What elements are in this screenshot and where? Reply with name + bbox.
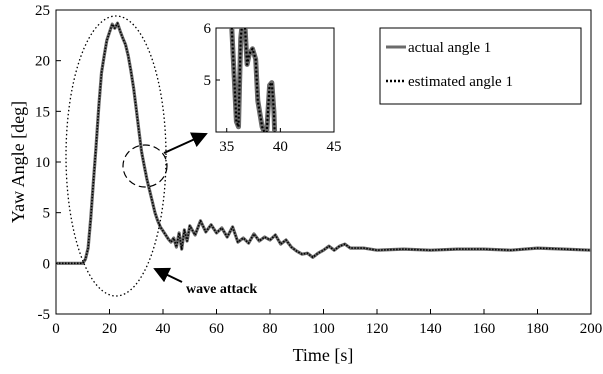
y-tick-label: 20 xyxy=(35,54,50,70)
y-tick-label: -5 xyxy=(38,307,51,323)
x-tick-label: 20 xyxy=(102,321,117,337)
legend: actual angle 1 estimated angle 1 xyxy=(379,27,582,105)
x-tick-label: 200 xyxy=(580,321,603,337)
series-line-estimated xyxy=(56,22,592,265)
legend-label-actual: actual angle 1 xyxy=(408,40,491,56)
inset-x-tick-label: 40 xyxy=(273,139,288,155)
x-tick-label: 100 xyxy=(312,321,335,337)
inset-ticks: 35 40 45 5 6 xyxy=(204,21,342,155)
x-tick-label: 160 xyxy=(473,321,496,337)
x-tick-label: 120 xyxy=(366,321,389,337)
y-tick-label: 25 xyxy=(35,3,50,19)
wave-attack-label: wave attack xyxy=(186,282,257,297)
inset-y-tick-label: 6 xyxy=(204,21,212,37)
inset-series xyxy=(229,28,278,132)
x-tick-label: 180 xyxy=(526,321,549,337)
y-tick-label: 5 xyxy=(43,206,51,222)
y-tick-label: 10 xyxy=(35,155,50,171)
inset-x-tick-label: 35 xyxy=(219,139,234,155)
y-tick-label: 15 xyxy=(35,104,50,120)
x-axis-label: Time [s] xyxy=(293,345,354,365)
y-ticks: -5 0 5 10 15 20 25 xyxy=(35,3,61,323)
inset-plot: 35 40 45 5 6 xyxy=(204,21,342,155)
y-tick-label: 0 xyxy=(43,256,51,272)
wave-attack-arrow xyxy=(153,267,183,283)
x-tick-label: 80 xyxy=(263,321,278,337)
x-tick-label: 60 xyxy=(209,321,224,337)
y-axis-label: Yaw Angle [deg] xyxy=(8,101,28,223)
x-tick-label: 0 xyxy=(52,321,60,337)
legend-box xyxy=(379,27,582,105)
x-tick-label: 140 xyxy=(419,321,442,337)
inset-x-tick-label: 45 xyxy=(327,139,342,155)
x-ticks: 0 20 40 60 80 100 120 140 160 180 200 xyxy=(52,309,602,337)
series-layer xyxy=(56,21,592,265)
wave-attack-ellipse xyxy=(65,15,167,297)
legend-label-estimated: estimated angle 1 xyxy=(408,74,513,90)
zoom-arrow xyxy=(163,132,208,154)
inset-y-tick-label: 5 xyxy=(204,73,212,89)
x-tick-label: 40 xyxy=(156,321,171,337)
zoom-region-circle xyxy=(122,144,168,188)
inset-line-estimated xyxy=(230,28,276,132)
